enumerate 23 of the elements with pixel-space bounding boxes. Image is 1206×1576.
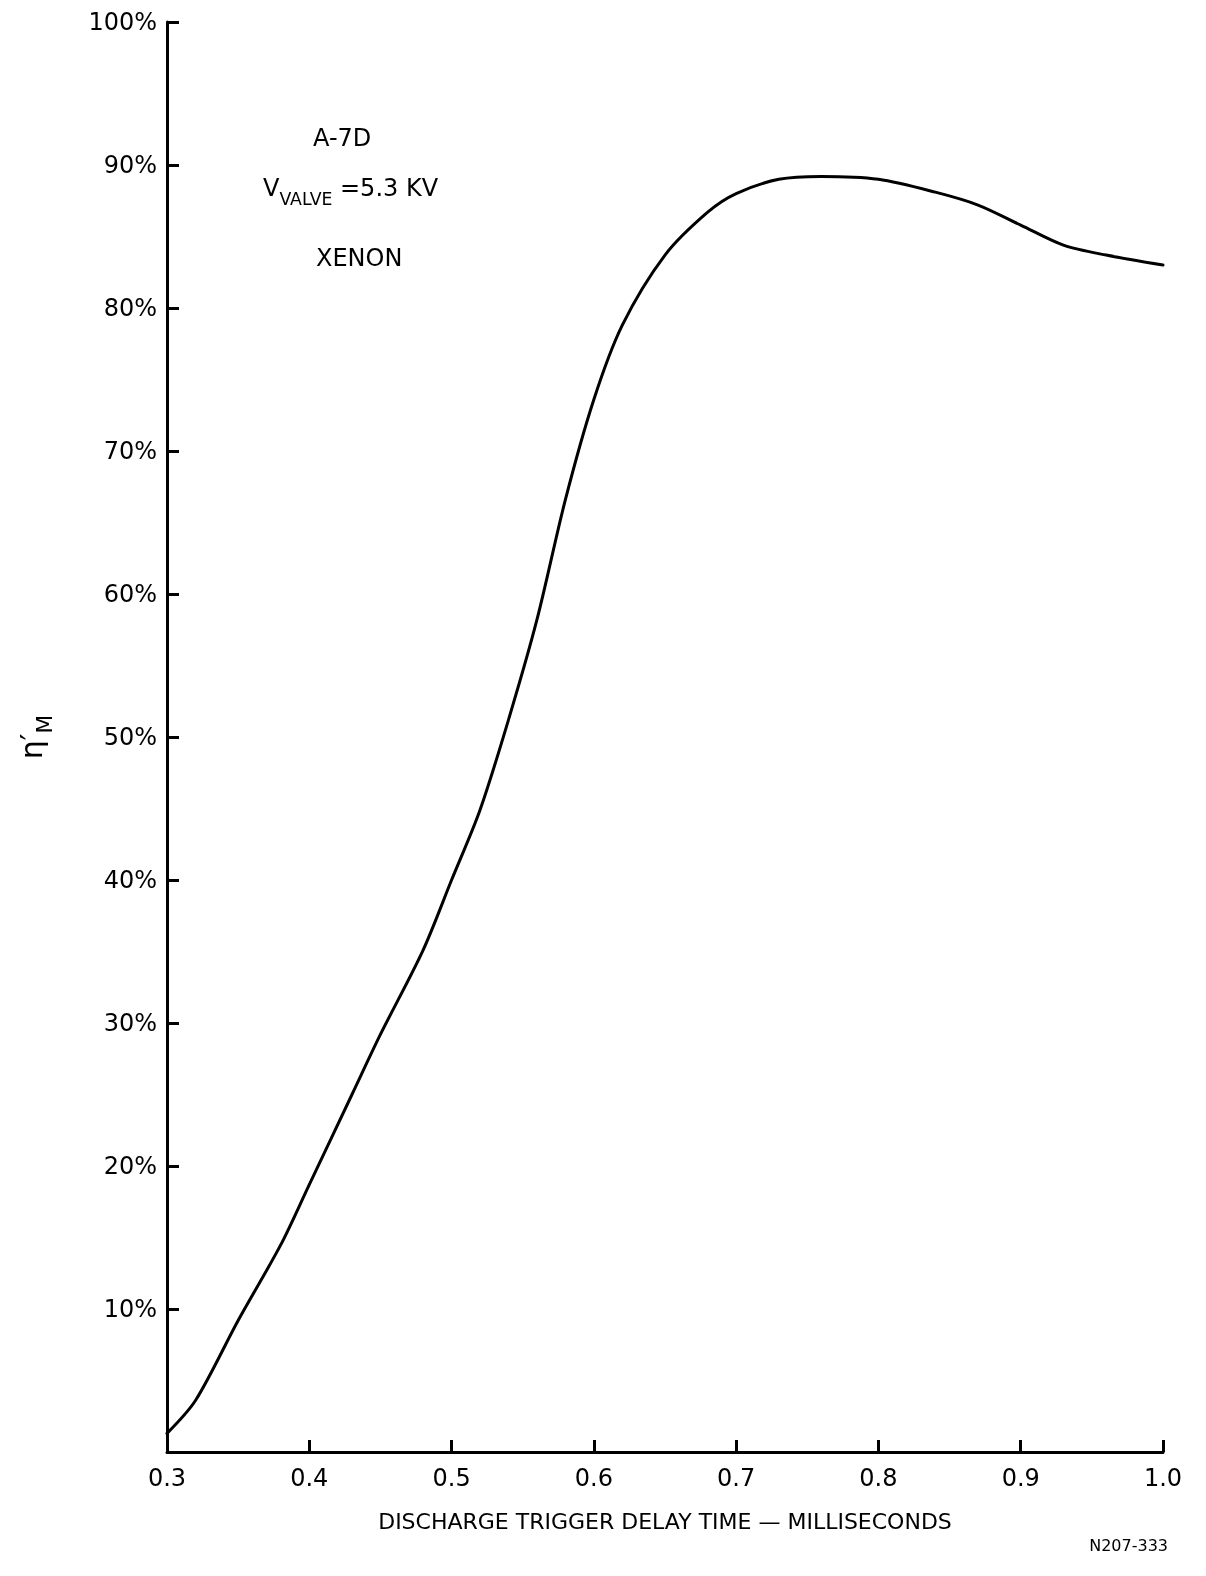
x-tick-label: 0.6 <box>574 1464 613 1492</box>
x-axis-title: DISCHARGE TRIGGER DELAY TIME — MILLISECONDS <box>378 1508 952 1534</box>
x-tick-label: 0.3 <box>147 1464 187 1492</box>
y-tick-label: 50% <box>103 723 157 751</box>
x-tick-label: 0.9 <box>1001 1464 1040 1492</box>
y-tick-label: 10% <box>103 1295 157 1323</box>
y-axis-title: η′M <box>13 714 57 760</box>
x-tick-label: 1.0 <box>1143 1464 1183 1492</box>
annotation: XENON <box>316 244 403 272</box>
y-tick-label: 20% <box>103 1152 157 1180</box>
y-tick-label: 30% <box>103 1009 157 1037</box>
y-tick-label: 80% <box>103 294 157 322</box>
annotation: A-7D <box>313 124 372 152</box>
x-tick-label: 0.8 <box>859 1464 898 1492</box>
y-tick-label: 90% <box>103 151 157 179</box>
text: N207-333 <box>1089 1536 1169 1556</box>
y-tick-label: 60% <box>103 580 157 608</box>
y-tick-label: 40% <box>103 866 157 894</box>
x-tick-label: 0.5 <box>432 1464 471 1492</box>
x-tick-label: 0.4 <box>290 1464 329 1492</box>
x-tick-label: 0.7 <box>717 1464 756 1492</box>
y-tick-label: 70% <box>103 437 157 465</box>
y-tick-label: 100% <box>88 8 157 36</box>
